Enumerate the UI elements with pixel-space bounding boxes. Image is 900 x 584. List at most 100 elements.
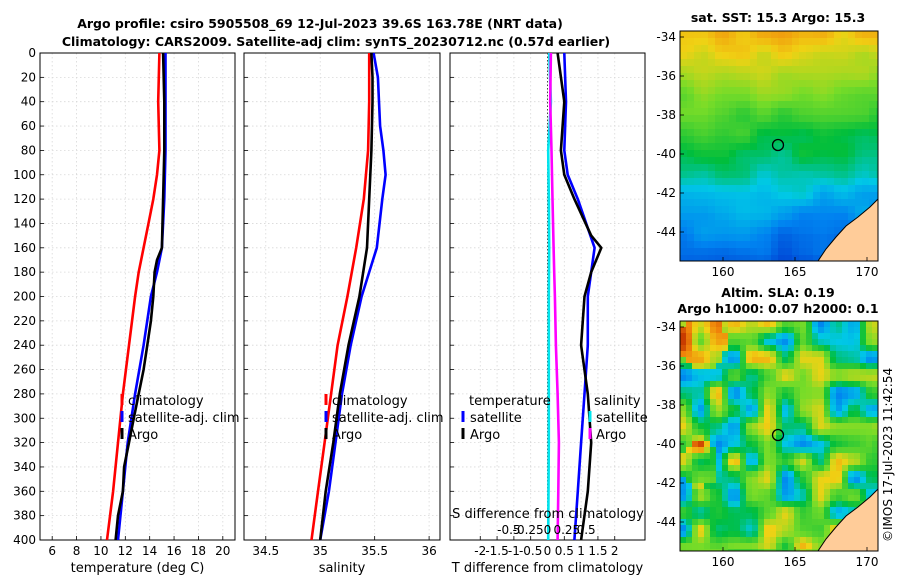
map-cell (704, 441, 711, 448)
map-cell (734, 459, 741, 466)
map-cell (842, 363, 849, 370)
map-cell (855, 150, 863, 158)
map-cell (740, 321, 747, 328)
map-cell (830, 405, 837, 412)
map-cell (792, 73, 800, 81)
map-cell (740, 369, 747, 376)
map-cell (824, 441, 831, 448)
map-cell (686, 549, 693, 552)
map-cell (848, 66, 856, 74)
map-cell (818, 429, 825, 436)
map-cell (820, 143, 828, 151)
lat-tick-label: -40 (656, 147, 676, 161)
map-cell (830, 483, 837, 490)
map-cell (729, 101, 737, 109)
map-cell (750, 150, 758, 158)
map-cell (866, 357, 873, 364)
map-cell (710, 453, 717, 460)
map-cell (799, 59, 807, 67)
map-cell (710, 417, 717, 424)
map-cell (722, 220, 730, 228)
map-cell (692, 453, 699, 460)
map-cell (836, 441, 843, 448)
map-cell (830, 423, 837, 430)
map-cell (715, 73, 723, 81)
map-cell (758, 369, 765, 376)
map-cell (834, 185, 842, 193)
map-cell (848, 501, 855, 508)
map-cell (710, 519, 717, 526)
map-cell (715, 185, 723, 193)
map-cell (866, 393, 873, 400)
map-cell (729, 234, 737, 242)
map-cell (855, 136, 863, 144)
map-cell (764, 351, 771, 358)
map-cell (736, 101, 744, 109)
map-cell (722, 122, 730, 130)
map-cell (818, 399, 825, 406)
map-cell (752, 393, 759, 400)
map-cell (876, 136, 879, 144)
map-cell (701, 66, 709, 74)
map-cell (841, 66, 849, 74)
map-cell (686, 447, 693, 454)
map-cell (824, 513, 831, 520)
map-cell (771, 248, 779, 256)
map-cell (841, 59, 849, 67)
map-cell (813, 255, 821, 262)
map-cell (792, 80, 800, 88)
map-cell (736, 38, 744, 46)
map-cell (806, 339, 813, 346)
map-cell (680, 417, 687, 424)
x-tick-label: -2 (474, 544, 486, 558)
map-cell (876, 150, 879, 158)
map-cell (866, 333, 873, 340)
map-cell (770, 339, 777, 346)
map-cell (836, 477, 843, 484)
map-cell (722, 59, 730, 67)
map-cell (788, 399, 795, 406)
map-cell (752, 519, 759, 526)
map-cell (842, 489, 849, 496)
map-cell (752, 543, 759, 550)
map-cell (841, 108, 849, 116)
map-cell (776, 435, 783, 442)
map-cell (752, 549, 759, 552)
map-cell (710, 339, 717, 346)
map-cell (704, 447, 711, 454)
map-cell (818, 363, 825, 370)
map-cell (764, 387, 771, 394)
map-cell (834, 122, 842, 130)
map-cell (715, 38, 723, 46)
map-cell (694, 255, 702, 262)
map-cell (818, 423, 825, 430)
map-cell (770, 375, 777, 382)
map-cell (771, 136, 779, 144)
map-cell (743, 199, 751, 207)
map-cell (722, 66, 730, 74)
map-cell (778, 66, 786, 74)
map-cell (854, 321, 861, 328)
map-cell (687, 255, 695, 262)
map-cell (740, 381, 747, 388)
map-cell (722, 45, 730, 53)
x-tick-label: 34.5 (252, 544, 279, 558)
map-cell (830, 375, 837, 382)
map-cell (716, 357, 723, 364)
map-cell (701, 129, 709, 137)
map-cell (827, 101, 835, 109)
map-cell (729, 213, 737, 221)
map-cell (752, 501, 759, 508)
map-cell (841, 178, 849, 186)
map-cell (872, 483, 879, 490)
map-cell (686, 387, 693, 394)
map-cell (854, 345, 861, 352)
map-cell (776, 339, 783, 346)
map-cell (812, 537, 819, 544)
map-cell (746, 477, 753, 484)
map-cell (722, 227, 730, 235)
map-cell (758, 543, 765, 550)
map-cell (848, 73, 856, 81)
map-cell (778, 248, 786, 256)
map-cell (820, 199, 828, 207)
